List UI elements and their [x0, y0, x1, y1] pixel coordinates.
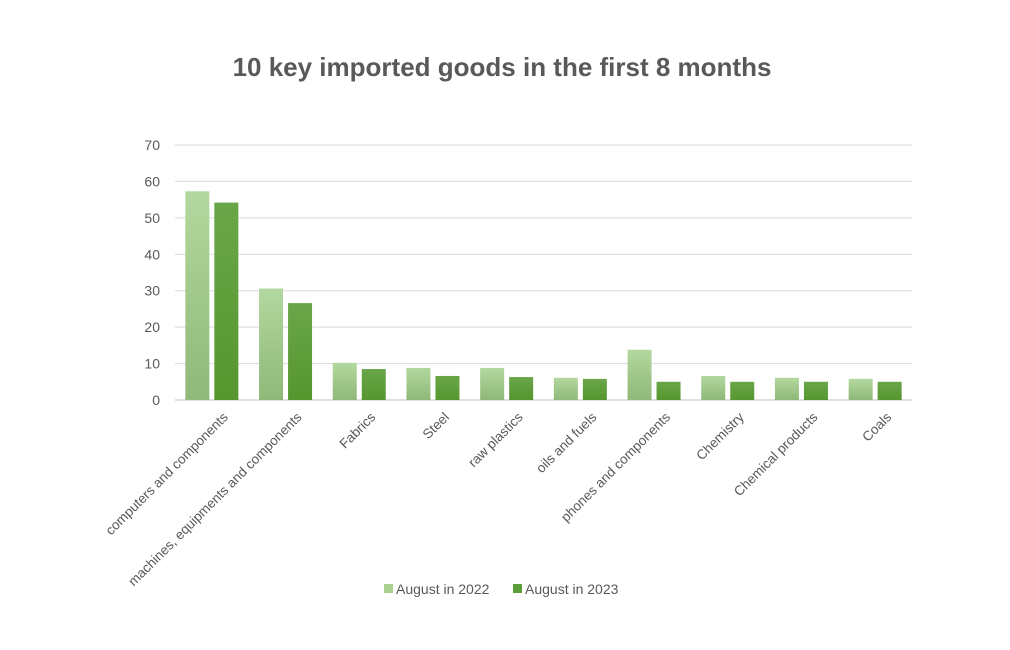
gridlines [175, 144, 912, 401]
y-tick-label: 40 [144, 246, 160, 262]
bar-2022 [627, 349, 652, 400]
bar-2023 [730, 381, 755, 400]
legend-label: August in 2022 [396, 581, 490, 597]
bar-2022 [406, 367, 431, 400]
bar-2022 [701, 375, 726, 400]
y-tick-label: 30 [144, 283, 160, 299]
chart-title: 10 key imported goods in the first 8 mon… [232, 52, 772, 82]
y-tick-label: 20 [144, 319, 160, 335]
y-tick-label: 0 [152, 392, 160, 408]
legend-swatch [513, 584, 522, 593]
bar-2022 [480, 367, 505, 400]
bar-2023 [877, 381, 902, 400]
x-category-label: Steel [420, 410, 452, 442]
bar-2023 [288, 303, 313, 400]
bar-2023 [435, 375, 460, 400]
y-tick-label: 60 [144, 173, 160, 189]
bar-2022 [259, 288, 284, 400]
bar-2023 [803, 381, 828, 400]
bar-2023 [582, 378, 607, 400]
bar-2022 [774, 377, 799, 400]
legend-swatch [384, 584, 393, 593]
x-category-label: machines, equipments and components [125, 409, 305, 589]
x-category-label: Fabrics [336, 409, 378, 451]
bar-2022 [553, 377, 578, 400]
legend-label: August in 2023 [525, 581, 619, 597]
x-category-label: raw plastics [465, 409, 526, 470]
bar-2023 [509, 377, 534, 400]
bar-2023 [656, 381, 681, 400]
y-tick-label: 10 [144, 356, 160, 372]
bar-2022 [185, 191, 210, 400]
bar-2023 [361, 369, 386, 400]
y-tick-label: 70 [144, 137, 160, 153]
bar-2022 [332, 362, 357, 400]
legend: August in 2022 August in 2023 [384, 581, 619, 597]
x-category-label: computers and components [103, 409, 232, 538]
bar-2023 [214, 202, 239, 400]
x-category-label: oils and fuels [533, 409, 600, 476]
x-category-label: Chemical products [731, 409, 821, 499]
bar-2022 [848, 378, 873, 400]
x-category-label: Chemistry [693, 409, 747, 463]
y-tick-label: 50 [144, 210, 160, 226]
x-category-label: Coals [859, 409, 894, 444]
y-axis-ticks: 0 10 20 30 40 50 60 70 [144, 137, 160, 408]
bars [185, 191, 902, 400]
